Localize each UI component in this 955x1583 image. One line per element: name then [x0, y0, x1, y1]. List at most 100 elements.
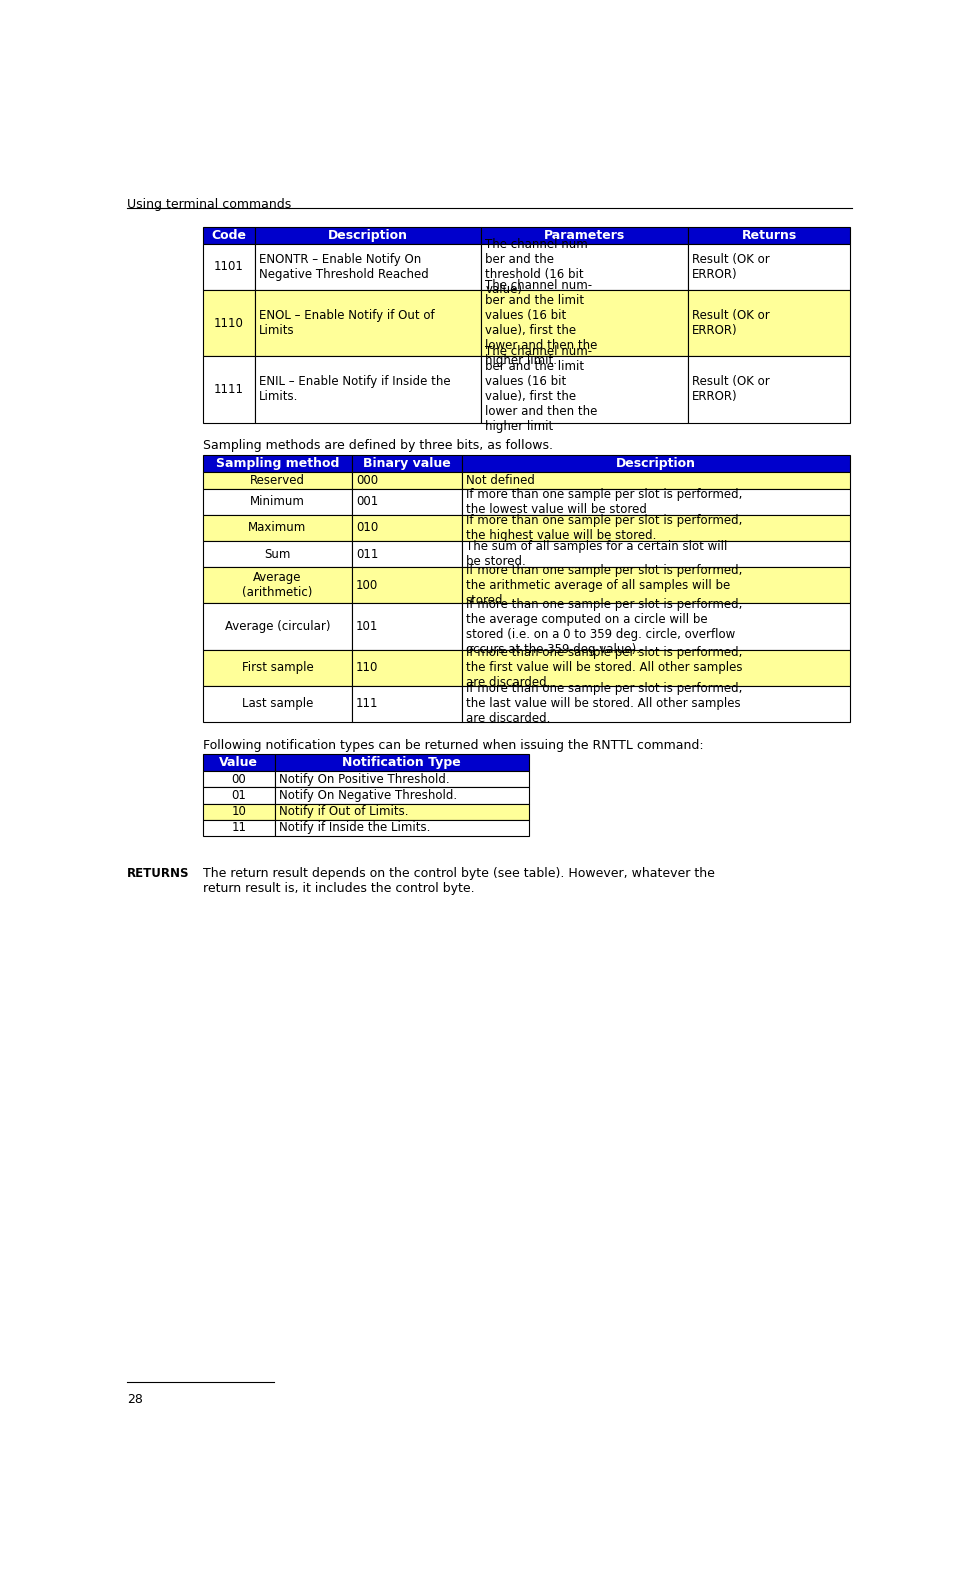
Text: If more than one sample per slot is performed,
the first value will be stored. A: If more than one sample per slot is perf… [466, 646, 742, 689]
Bar [351, 472, 462, 489]
Bar [203, 514, 351, 541]
Bar [462, 649, 850, 685]
Bar [203, 755, 275, 771]
Bar [203, 787, 275, 804]
Bar [203, 489, 351, 514]
Bar [351, 489, 462, 514]
Bar [351, 649, 462, 685]
Text: 101: 101 [356, 621, 378, 633]
Bar [275, 804, 528, 820]
Bar [203, 290, 255, 356]
Text: Notify if Inside the Limits.: Notify if Inside the Limits. [279, 822, 430, 834]
Text: The channel num-
ber and the limit
values (16 bit
value), first the
lower and th: The channel num- ber and the limit value… [485, 345, 598, 434]
Bar [689, 244, 850, 290]
Bar [203, 541, 351, 567]
Text: 010: 010 [356, 521, 378, 535]
Text: 100: 100 [356, 579, 378, 592]
Text: If more than one sample per slot is performed,
the average computed on a circle : If more than one sample per slot is perf… [466, 597, 742, 655]
Text: If more than one sample per slot is performed,
the arithmetic average of all sam: If more than one sample per slot is perf… [466, 564, 742, 606]
Text: Code: Code [211, 230, 246, 242]
Text: Average (circular): Average (circular) [224, 621, 330, 633]
Text: Average
(arithmetic): Average (arithmetic) [243, 571, 312, 600]
Text: Description: Description [616, 457, 696, 470]
Text: 011: 011 [356, 548, 378, 560]
Text: If more than one sample per slot is performed,
the lowest value will be stored: If more than one sample per slot is perf… [466, 488, 742, 516]
Text: Using terminal commands: Using terminal commands [127, 198, 291, 211]
Text: 01: 01 [231, 788, 246, 803]
Text: Binary value: Binary value [363, 457, 451, 470]
Text: First sample: First sample [242, 662, 313, 674]
Bar [462, 541, 850, 567]
Bar [351, 454, 462, 472]
Text: Minimum: Minimum [250, 495, 305, 508]
Text: 1110: 1110 [214, 317, 244, 329]
Bar [462, 472, 850, 489]
Text: Result (OK or
ERROR): Result (OK or ERROR) [692, 375, 770, 404]
Text: RETURNS: RETURNS [127, 867, 190, 880]
Text: ENOL – Enable Notify if Out of
Limits: ENOL – Enable Notify if Out of Limits [259, 309, 435, 337]
Text: Notification Type: Notification Type [342, 757, 461, 769]
Bar [351, 567, 462, 603]
Bar [462, 685, 850, 722]
Bar [203, 603, 351, 649]
Bar [462, 514, 850, 541]
Text: The channel num-
ber and the
threshold (16 bit
value): The channel num- ber and the threshold (… [485, 237, 592, 296]
Text: Not defined: Not defined [466, 473, 535, 486]
Bar [462, 489, 850, 514]
Bar [351, 603, 462, 649]
Text: ENONTR – Enable Notify On
Negative Threshold Reached: ENONTR – Enable Notify On Negative Thres… [259, 253, 429, 280]
Text: Sampling method: Sampling method [216, 457, 339, 470]
Text: 1101: 1101 [214, 261, 244, 274]
Bar [275, 787, 528, 804]
Text: Returns: Returns [742, 230, 796, 242]
Bar [275, 771, 528, 787]
Text: The channel num-
ber and the limit
values (16 bit
value), first the
lower and th: The channel num- ber and the limit value… [485, 279, 598, 367]
Bar [481, 226, 689, 244]
Text: Following notification types can be returned when issuing the RNTTL command:: Following notification types can be retu… [203, 739, 704, 752]
Text: 000: 000 [356, 473, 378, 486]
Bar [481, 244, 689, 290]
Text: Maximum: Maximum [248, 521, 307, 535]
Bar [462, 567, 850, 603]
Bar [203, 226, 255, 244]
Bar [203, 454, 351, 472]
Bar [203, 771, 275, 787]
Bar [462, 454, 850, 472]
Text: The return result depends on the control byte (see table). However, whatever the: The return result depends on the control… [203, 867, 715, 894]
Text: Description: Description [329, 230, 408, 242]
Bar [203, 567, 351, 603]
Text: Notify if Out of Limits.: Notify if Out of Limits. [279, 806, 408, 818]
Text: 11: 11 [231, 822, 246, 834]
Bar [462, 603, 850, 649]
Bar [203, 804, 275, 820]
Text: Parameters: Parameters [544, 230, 626, 242]
Text: Notify On Negative Threshold.: Notify On Negative Threshold. [279, 788, 456, 803]
Bar [275, 755, 528, 771]
Text: Notify On Positive Threshold.: Notify On Positive Threshold. [279, 773, 449, 785]
Bar [203, 685, 351, 722]
Bar [203, 472, 351, 489]
Text: If more than one sample per slot is performed,
the last value will be stored. Al: If more than one sample per slot is perf… [466, 682, 742, 725]
Bar [689, 356, 850, 423]
Text: Result (OK or
ERROR): Result (OK or ERROR) [692, 309, 770, 337]
Text: ENIL – Enable Notify if Inside the
Limits.: ENIL – Enable Notify if Inside the Limit… [259, 375, 451, 404]
Bar [203, 356, 255, 423]
Bar [255, 356, 481, 423]
Text: 001: 001 [356, 495, 378, 508]
Text: Sum: Sum [265, 548, 290, 560]
Bar [203, 649, 351, 685]
Text: If more than one sample per slot is performed,
the highest value will be stored.: If more than one sample per slot is perf… [466, 514, 742, 541]
Bar [351, 541, 462, 567]
Text: The sum of all samples for a certain slot will
be stored.: The sum of all samples for a certain slo… [466, 540, 727, 568]
Text: Last sample: Last sample [242, 698, 313, 711]
Text: 00: 00 [231, 773, 246, 785]
Text: Result (OK or
ERROR): Result (OK or ERROR) [692, 253, 770, 280]
Text: 1111: 1111 [214, 383, 244, 396]
Bar [255, 226, 481, 244]
Text: Reserved: Reserved [250, 473, 305, 486]
Bar [481, 290, 689, 356]
Text: 10: 10 [231, 806, 246, 818]
Bar [275, 820, 528, 836]
Bar [351, 685, 462, 722]
Bar [689, 290, 850, 356]
